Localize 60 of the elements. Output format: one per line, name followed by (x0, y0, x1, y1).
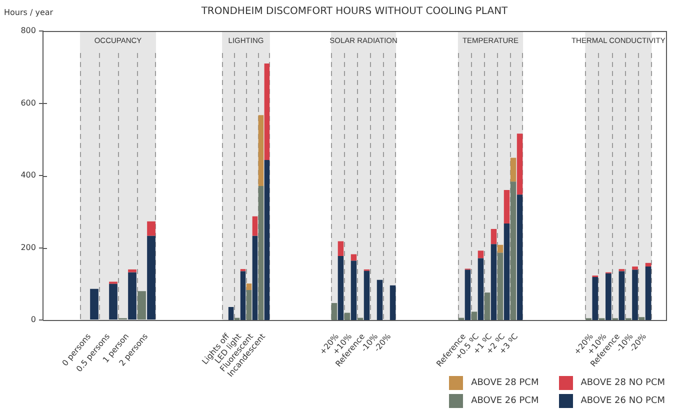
bar (376, 280, 383, 320)
bar (258, 186, 264, 320)
bar (344, 312, 350, 320)
bar (240, 271, 246, 320)
bar (258, 115, 264, 186)
bar (632, 266, 638, 270)
bar (147, 221, 156, 236)
bar (252, 216, 258, 236)
bar (510, 158, 516, 182)
bar (138, 291, 146, 320)
bar (228, 306, 234, 320)
bar (90, 288, 98, 320)
bar (632, 270, 638, 320)
bar (490, 244, 497, 320)
bar (478, 258, 484, 320)
bar (618, 271, 625, 320)
bar (128, 272, 136, 320)
bar (484, 292, 490, 320)
bar (364, 270, 370, 320)
y-tick-label: 600 (20, 98, 36, 108)
bar (464, 270, 471, 320)
bar (504, 190, 510, 224)
bar (638, 317, 645, 320)
bar (516, 194, 523, 320)
bar (645, 262, 652, 267)
y-axis-title: Hours / year (4, 8, 54, 17)
bar (510, 182, 516, 320)
bar (471, 312, 478, 320)
bar (478, 250, 484, 258)
legend-label: ABOVE 28 NO PCM (580, 378, 665, 388)
bar (246, 284, 252, 290)
bar (128, 269, 136, 272)
legend-label: ABOVE 28 PCM (471, 378, 539, 388)
bar (497, 244, 504, 253)
bar (606, 273, 612, 320)
y-tick-label: 400 (20, 170, 36, 180)
legend-label: ABOVE 26 PCM (471, 396, 539, 406)
bar (252, 236, 258, 320)
bar (246, 290, 252, 320)
bar (350, 254, 357, 261)
bar (338, 241, 344, 256)
bar (147, 236, 156, 320)
bar (504, 224, 510, 320)
text: TRONDHEIM DISCOMFORT HOURS WITHOUT COOLING PLANT (201, 6, 508, 17)
bar (592, 277, 598, 320)
y-tick-label: 0 (30, 315, 36, 324)
bar (350, 260, 357, 320)
bar (516, 134, 523, 195)
bar (338, 256, 344, 320)
bar (264, 64, 270, 160)
bar (497, 252, 504, 320)
bar (264, 160, 270, 320)
bar (109, 284, 118, 320)
bar (645, 266, 652, 320)
y-tick-label: 200 (20, 242, 36, 252)
legend-label: ABOVE 26 NO PCM (580, 396, 665, 406)
bar (390, 285, 396, 320)
bar (331, 303, 338, 320)
bar (490, 228, 497, 244)
y-tick-label: 800 (20, 26, 36, 36)
